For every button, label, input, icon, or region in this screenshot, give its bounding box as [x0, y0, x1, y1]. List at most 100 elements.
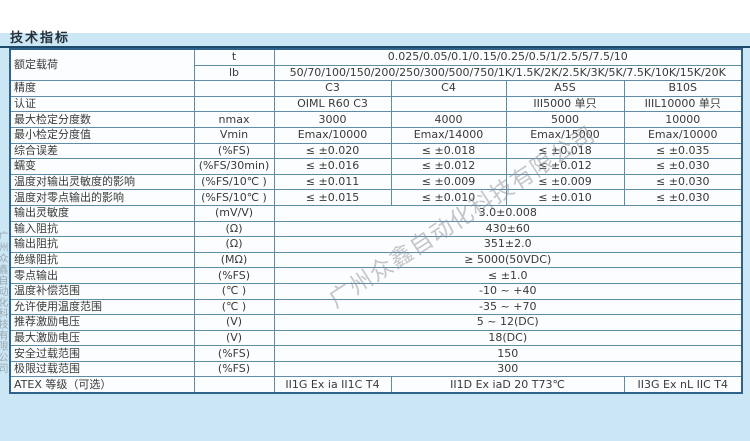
- table-row: 最小检定分度值 Vmin Emax/10000 Emax/14000 Emax/1500…: [9, 126, 743, 144]
- value-cell: 3.0±0.008: [273, 204, 743, 222]
- value-cell: 50/70/100/150/200/250/300/500/750/1K/1.5…: [273, 64, 743, 82]
- unit-cell: (Ω): [193, 220, 275, 238]
- value-cell: Emax/14000: [390, 126, 507, 144]
- spec-table: 额定载荷 t 0.025/0.05/0.1/0.15/0.25/0.5/1/2.5/…: [9, 48, 743, 395]
- value-cell: B10S: [623, 80, 743, 97]
- unit-cell: (%FS/10℃ ): [193, 189, 275, 206]
- unit-cell: (%FS/30min): [193, 158, 275, 175]
- table-row: 输入阻抗 (Ω) 430±60: [9, 220, 743, 238]
- value-cell: ≤ ±0.018: [390, 142, 507, 160]
- row-label: 温度补偿范围: [9, 282, 195, 300]
- value-cell: 4000: [390, 111, 507, 128]
- table-row: 温度补偿范围 (℃ ) -10 ~ +40: [9, 282, 743, 300]
- unit-cell: (Ω): [193, 236, 275, 253]
- row-label: 综合误差: [9, 142, 195, 160]
- table-row: 温度对输出灵敏度的影响 (%FS/10℃ ) ≤ ±0.011 ≤ ±0.009 ≤ ±…: [9, 173, 743, 191]
- table-row: 蠕变 (%FS/30min) ≤ ±0.016 ≤ ±0.012 ≤ ±0.012 ≤ ±…: [9, 158, 743, 175]
- table-row: lb 50/70/100/150/200/250/300/500/750/1K/1…: [10, 64, 743, 82]
- value-cell: II1G Ex ia II1C T4: [273, 376, 392, 394]
- table-row: 精度 C3 C4 A5S B10S: [9, 80, 743, 97]
- table-row: 综合误差 (%FS) ≤ ±0.020 ≤ ±0.018 ≤ ±0.018 ≤ ±0.03…: [9, 142, 743, 160]
- unit-cell: Vmin: [193, 126, 275, 144]
- table-row: 额定载荷 t 0.025/0.05/0.1/0.15/0.25/0.5/1/2.5/…: [9, 48, 743, 82]
- value-cell: II3G Ex nL IIC T4: [623, 376, 743, 394]
- row-label: 极限过载范围: [9, 360, 195, 378]
- value-cell: 18(DC): [273, 329, 743, 347]
- row-label: 额定载荷: [9, 48, 195, 82]
- unit-cell: (V): [193, 329, 275, 347]
- table-row: 最大检定分度数 nmax 3000 4000 5000 10000: [9, 111, 743, 128]
- page-title: 技术指标: [10, 31, 71, 46]
- row-label: 蠕变: [9, 158, 195, 175]
- row-label: 最大激励电压: [9, 329, 195, 347]
- unit-cell: (%FS): [193, 345, 275, 362]
- value-cell: 5000: [505, 111, 625, 128]
- value-cell: ≤ ±0.030: [623, 158, 743, 175]
- value-cell: III5000 单只: [505, 95, 625, 113]
- row-label: 推荐激励电压: [9, 314, 195, 331]
- unit-cell: (V): [193, 314, 275, 331]
- unit-cell: (mV/V): [193, 204, 275, 222]
- value-cell: A5S: [505, 80, 625, 97]
- value-cell: ≤ ±1.0: [273, 267, 743, 284]
- table-row: 温度对零点输出的影响 (%FS/10℃ ) ≤ ±0.015 ≤ ±0.010 ≤ ±0…: [9, 189, 743, 206]
- table-row: 极限过载范围 (%FS) 300: [9, 360, 743, 378]
- value-cell: OIML R60 C3: [273, 95, 392, 113]
- value-cell: 3000: [273, 111, 392, 128]
- unit-cell: (%FS): [193, 360, 275, 378]
- table-row: 零点输出 (%FS) ≤ ±1.0: [9, 267, 743, 284]
- row-label: 温度对零点输出的影响: [9, 189, 195, 206]
- row-label: 零点输出: [9, 267, 195, 284]
- table-row: 认证 OIML R60 C3 III5000 单只 IIIL10000 单只: [9, 95, 743, 113]
- row-label: 安全过载范围: [9, 345, 195, 362]
- table-row: 安全过载范围 (%FS) 150: [9, 345, 743, 362]
- spec-table-body: 额定载荷 t 0.025/0.05/0.1/0.15/0.25/0.5/1/2.5/…: [9, 48, 743, 394]
- value-cell: 5 ~ 12(DC): [273, 314, 743, 331]
- unit-cell: [193, 80, 275, 97]
- value-cell: ≤ ±0.010: [390, 189, 507, 206]
- unit-cell: (℃ ): [193, 282, 275, 300]
- value-cell: ≤ ±0.016: [273, 158, 392, 175]
- unit-cell: lb: [193, 64, 275, 82]
- value-cell: IIIL10000 单只: [623, 95, 743, 113]
- unit-cell: t: [193, 48, 275, 66]
- row-label: 输出阻抗: [9, 236, 195, 253]
- table-row: 最大激励电压 (V) 18(DC): [9, 329, 743, 347]
- value-cell: ≥ 5000(50VDC): [273, 251, 743, 269]
- value-cell: 150: [273, 345, 743, 362]
- value-cell: ≤ ±0.009: [390, 173, 507, 191]
- unit-cell: (%FS/10℃ ): [193, 173, 275, 191]
- value-cell: ≤ ±0.010: [505, 189, 625, 206]
- value-cell: 300: [273, 360, 743, 378]
- value-cell: ≤ ±0.020: [273, 142, 392, 160]
- value-cell: 430±60: [273, 220, 743, 238]
- table-row: 输出灵敏度 (mV/V) 3.0±0.008: [9, 204, 743, 222]
- value-cell: -10 ~ +40: [273, 282, 743, 300]
- value-cell: ≤ ±0.015: [273, 189, 392, 206]
- row-label: 允许使用温度范围: [9, 298, 195, 316]
- value-cell: ≤ ±0.018: [505, 142, 625, 160]
- table-row: ATEX 等级（可选） II1G Ex ia II1C T4 II1D Ex iaD…: [9, 376, 743, 394]
- unit-cell: (℃ ): [193, 298, 275, 316]
- value-cell: ≤ ±0.012: [505, 158, 625, 175]
- value-cell: Emax/10000: [623, 126, 743, 144]
- value-cell: 351±2.0: [273, 236, 743, 253]
- value-cell: C3: [273, 80, 392, 97]
- unit-cell: (MΩ): [193, 251, 275, 269]
- unit-cell: (%FS): [193, 267, 275, 284]
- row-label: 绝缘阻抗: [9, 251, 195, 269]
- unit-cell: [193, 376, 275, 394]
- value-cell: -35 ~ +70: [273, 298, 743, 316]
- table-row: 输出阻抗 (Ω) 351±2.0: [9, 236, 743, 253]
- row-label: 输出灵敏度: [9, 204, 195, 222]
- title-underline: [0, 46, 750, 48]
- value-cell: II1D Ex iaD 20 T73℃: [390, 376, 625, 394]
- table-row: 绝缘阻抗 (MΩ) ≥ 5000(50VDC): [9, 251, 743, 269]
- value-cell: ≤ ±0.030: [623, 189, 743, 206]
- row-label: 最小检定分度值: [9, 126, 195, 144]
- row-label: 输入阻抗: [9, 220, 195, 238]
- value-cell: ≤ ±0.012: [390, 158, 507, 175]
- row-label: 温度对输出灵敏度的影响: [9, 173, 195, 191]
- value-cell: ≤ ±0.035: [623, 142, 743, 160]
- unit-cell: nmax: [193, 111, 275, 128]
